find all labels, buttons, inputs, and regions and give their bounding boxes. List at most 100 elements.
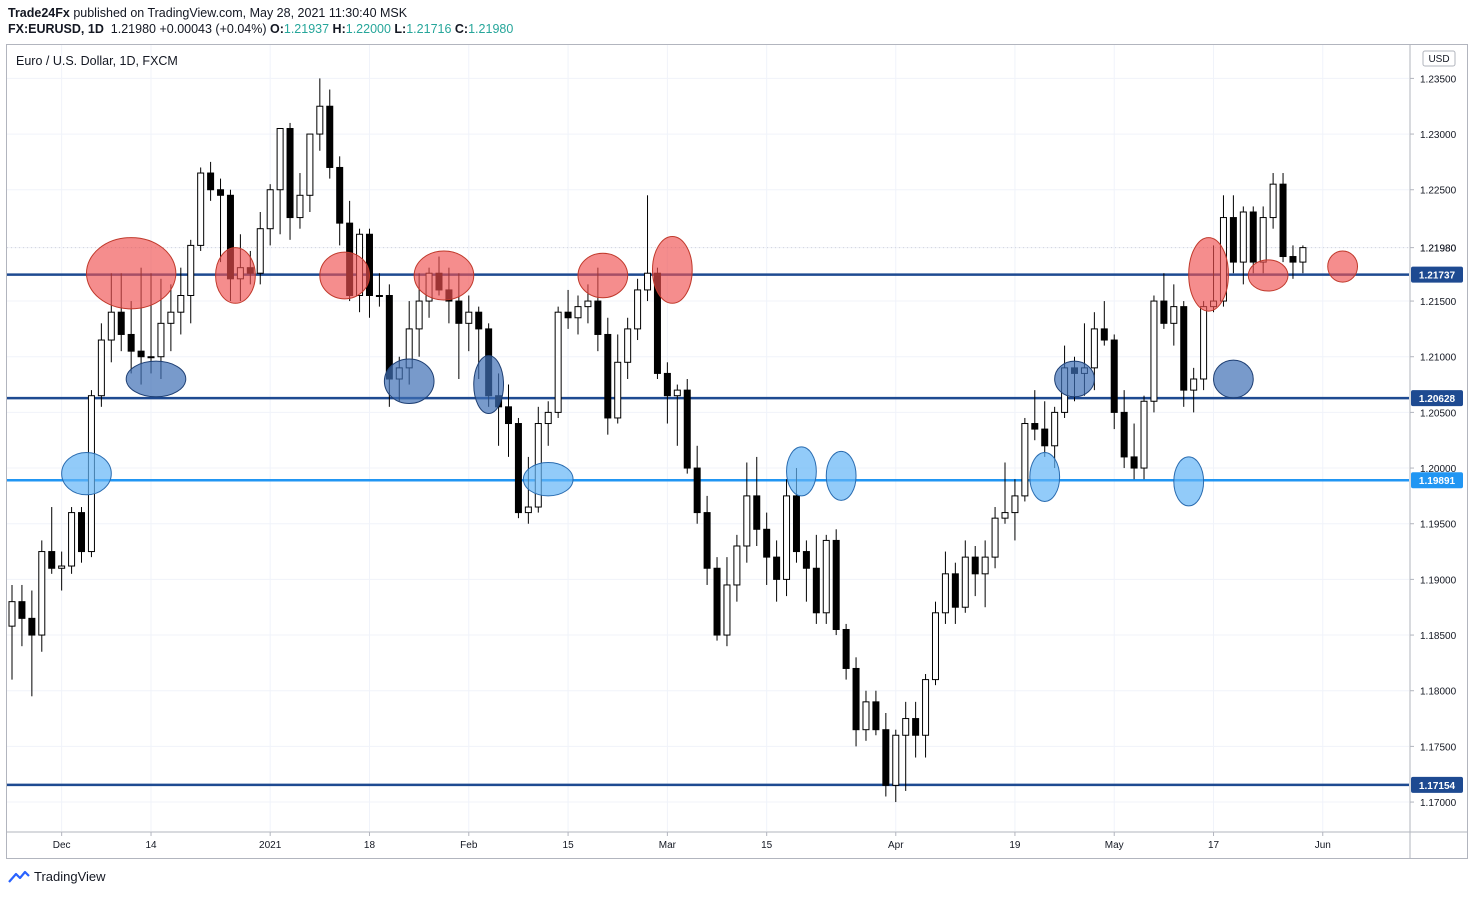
candle-body bbox=[773, 556, 781, 580]
candle-body bbox=[872, 701, 880, 731]
candle-body bbox=[28, 617, 36, 636]
y-tick-label: 1.19000 bbox=[1420, 575, 1457, 586]
candle-body bbox=[792, 495, 800, 553]
candle-body bbox=[604, 333, 612, 419]
candle-body bbox=[167, 311, 175, 324]
resist-zone bbox=[577, 252, 629, 299]
candle-body bbox=[1229, 217, 1237, 263]
candle-body bbox=[644, 272, 652, 291]
publisher-name[interactable]: Trade24Fx bbox=[8, 6, 70, 20]
candle-body bbox=[683, 389, 691, 469]
candle-body bbox=[48, 551, 56, 569]
level-tag-label: 1.20628 bbox=[1419, 394, 1456, 405]
brand-name: TradingView bbox=[34, 869, 106, 884]
candle-body bbox=[842, 628, 850, 669]
candle-body bbox=[147, 356, 155, 359]
candle-body bbox=[852, 667, 860, 731]
candle-body bbox=[1130, 456, 1138, 469]
candle-body bbox=[316, 105, 324, 135]
candle-body bbox=[276, 127, 284, 191]
support_light-zone bbox=[61, 451, 112, 496]
open-value: 1.21937 bbox=[283, 22, 330, 36]
candle-body bbox=[1279, 183, 1287, 258]
y-tick-label: 1.17000 bbox=[1420, 798, 1457, 809]
candle-body bbox=[832, 539, 840, 630]
candle-body bbox=[713, 567, 721, 636]
candle-body bbox=[38, 551, 46, 636]
candle-body bbox=[1011, 495, 1019, 514]
price-axis[interactable]: 1.23500 1.23000 1.22500 1.21980 1.21500 1.210… bbox=[1410, 74, 1457, 809]
candlesticks bbox=[8, 78, 1307, 803]
candle-body bbox=[1090, 328, 1098, 369]
x-tick-label: Jun bbox=[1315, 840, 1331, 851]
candle-body bbox=[256, 228, 264, 274]
candle-body bbox=[931, 612, 939, 681]
x-tick-label: 18 bbox=[364, 840, 376, 851]
x-tick-label: Mar bbox=[659, 840, 677, 851]
x-tick-label: Apr bbox=[888, 840, 904, 851]
x-tick-label: 17 bbox=[1208, 840, 1220, 851]
candle-body bbox=[296, 194, 304, 219]
y-tick-label: 1.18000 bbox=[1420, 687, 1457, 698]
candle-body bbox=[1269, 183, 1277, 219]
resist-zone bbox=[1188, 237, 1229, 312]
resist-zone bbox=[1327, 250, 1359, 283]
candle-body bbox=[177, 294, 185, 313]
candle-body bbox=[1041, 428, 1049, 447]
candle-body bbox=[97, 339, 105, 397]
high-key: H: bbox=[332, 22, 346, 36]
support_light-zone bbox=[1173, 456, 1205, 507]
candle-body bbox=[1259, 217, 1267, 263]
candle-body bbox=[753, 495, 761, 530]
support-zone bbox=[383, 358, 435, 404]
candle-body bbox=[455, 300, 463, 324]
support_light-zone bbox=[825, 450, 857, 501]
candle-body bbox=[981, 556, 989, 575]
support_light-zone bbox=[1029, 451, 1061, 502]
currency-badge[interactable]: USD bbox=[1422, 50, 1456, 67]
y-tick-label: 1.22500 bbox=[1420, 186, 1457, 197]
close-key: C: bbox=[454, 22, 469, 36]
candle-body bbox=[564, 311, 572, 319]
close-value: 1.21980 bbox=[468, 22, 514, 36]
candle-body bbox=[117, 311, 125, 335]
y-tick-label: 1.20500 bbox=[1420, 408, 1457, 419]
y-tick-label: 1.18500 bbox=[1420, 631, 1457, 642]
candle-body bbox=[584, 300, 592, 308]
candle-body bbox=[763, 528, 771, 558]
candle-body bbox=[1001, 512, 1009, 519]
candle-body bbox=[862, 701, 870, 731]
time-axis[interactable]: Dec 14 2021 18 Feb 15 Mar 15 Apr 19 May 17 Jun bbox=[53, 832, 1331, 851]
price-tags: 1.21737 1.20628 1.19891 1.17154 1.21980 bbox=[1411, 244, 1463, 793]
candle-body bbox=[1239, 211, 1247, 263]
candle-body bbox=[922, 679, 930, 736]
candle-body bbox=[574, 306, 582, 319]
support_light-zone bbox=[786, 446, 817, 497]
candle-body bbox=[1031, 423, 1039, 430]
candle-body bbox=[1180, 306, 1188, 391]
y-tick-label: 1.21500 bbox=[1420, 297, 1457, 308]
candle-body bbox=[1190, 378, 1198, 391]
x-tick-label: 19 bbox=[1009, 840, 1021, 851]
candle-body bbox=[634, 289, 642, 330]
candle-body bbox=[286, 127, 294, 219]
resist-zone bbox=[85, 237, 177, 310]
currency-label: USD bbox=[1428, 54, 1449, 65]
candle-body bbox=[941, 573, 949, 614]
candle-body bbox=[733, 545, 741, 586]
candle-body bbox=[266, 189, 274, 230]
x-tick-label: 2021 bbox=[259, 840, 282, 851]
level-tag bbox=[1411, 266, 1463, 283]
resist-zone bbox=[651, 235, 693, 304]
candle-body bbox=[812, 567, 820, 614]
resist-zone bbox=[413, 250, 475, 301]
tradingview-logo[interactable]: TradingView bbox=[8, 869, 106, 884]
x-tick-label: 14 bbox=[145, 840, 157, 851]
level-tag bbox=[1411, 472, 1463, 489]
y-tick-label: 1.17500 bbox=[1420, 742, 1457, 753]
candle-body bbox=[197, 172, 205, 246]
candle-body bbox=[554, 311, 562, 413]
candle-body bbox=[594, 300, 602, 335]
x-tick-label: Dec bbox=[53, 840, 71, 851]
